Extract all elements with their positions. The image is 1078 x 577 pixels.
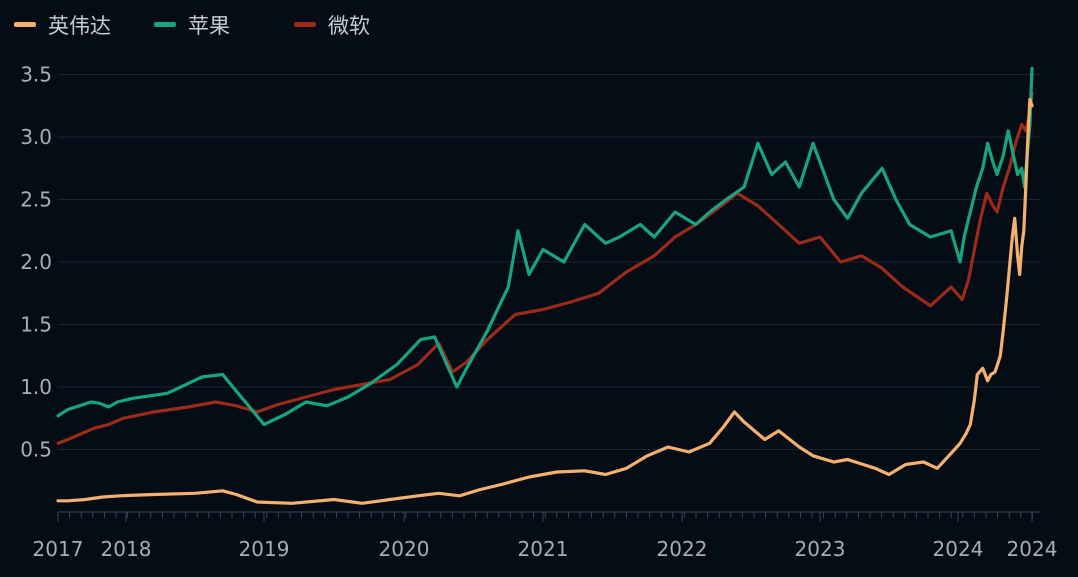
x-tick-label: 2023 (795, 537, 846, 561)
x-tick-label: 2019 (239, 537, 290, 561)
y-tick-label: 2.5 (20, 188, 52, 212)
legend-swatch (294, 22, 316, 27)
legend-item[interactable]: 微软 (294, 14, 370, 38)
series-lines (56, 66, 1034, 505)
x-tick-label: 2017 (33, 537, 84, 561)
y-tick-label: 3.0 (20, 125, 52, 149)
y-tick-label: 3.5 (20, 63, 52, 87)
series-line (56, 97, 1034, 505)
series-line (56, 66, 1034, 427)
x-tick-label: 2018 (101, 537, 152, 561)
legend-swatch (14, 22, 36, 27)
y-tick-label: 2.0 (20, 250, 52, 274)
y-tick-label: 1.5 (20, 313, 52, 337)
y-tick-label: 0.5 (20, 438, 52, 462)
legend-swatch (154, 22, 176, 27)
y-tick-label: 1.0 (20, 375, 52, 399)
legend-label: 苹果 (188, 14, 230, 38)
x-tick-label: 2020 (379, 537, 430, 561)
x-tick-label: 2024 (1007, 537, 1058, 561)
x-tick-label: 2024 (933, 537, 984, 561)
legend-item[interactable]: 苹果 (154, 14, 230, 38)
legend-label: 英伟达 (48, 14, 111, 38)
gridlines (58, 74, 1040, 450)
legend-item[interactable]: 英伟达 (14, 14, 111, 38)
series-line (56, 91, 1034, 445)
legend[interactable]: 英伟达 苹果 微软 (14, 14, 370, 38)
y-axis: 0.5 1.0 1.5 2.0 2.5 3.0 3.5 (20, 63, 52, 462)
x-axis: 2017 2018 2019 2020 2021 2022 2023 2024 2024 (33, 511, 1058, 561)
legend-label: 微软 (328, 14, 370, 38)
x-tick-label: 2022 (657, 537, 708, 561)
x-tick-label: 2021 (518, 537, 569, 561)
